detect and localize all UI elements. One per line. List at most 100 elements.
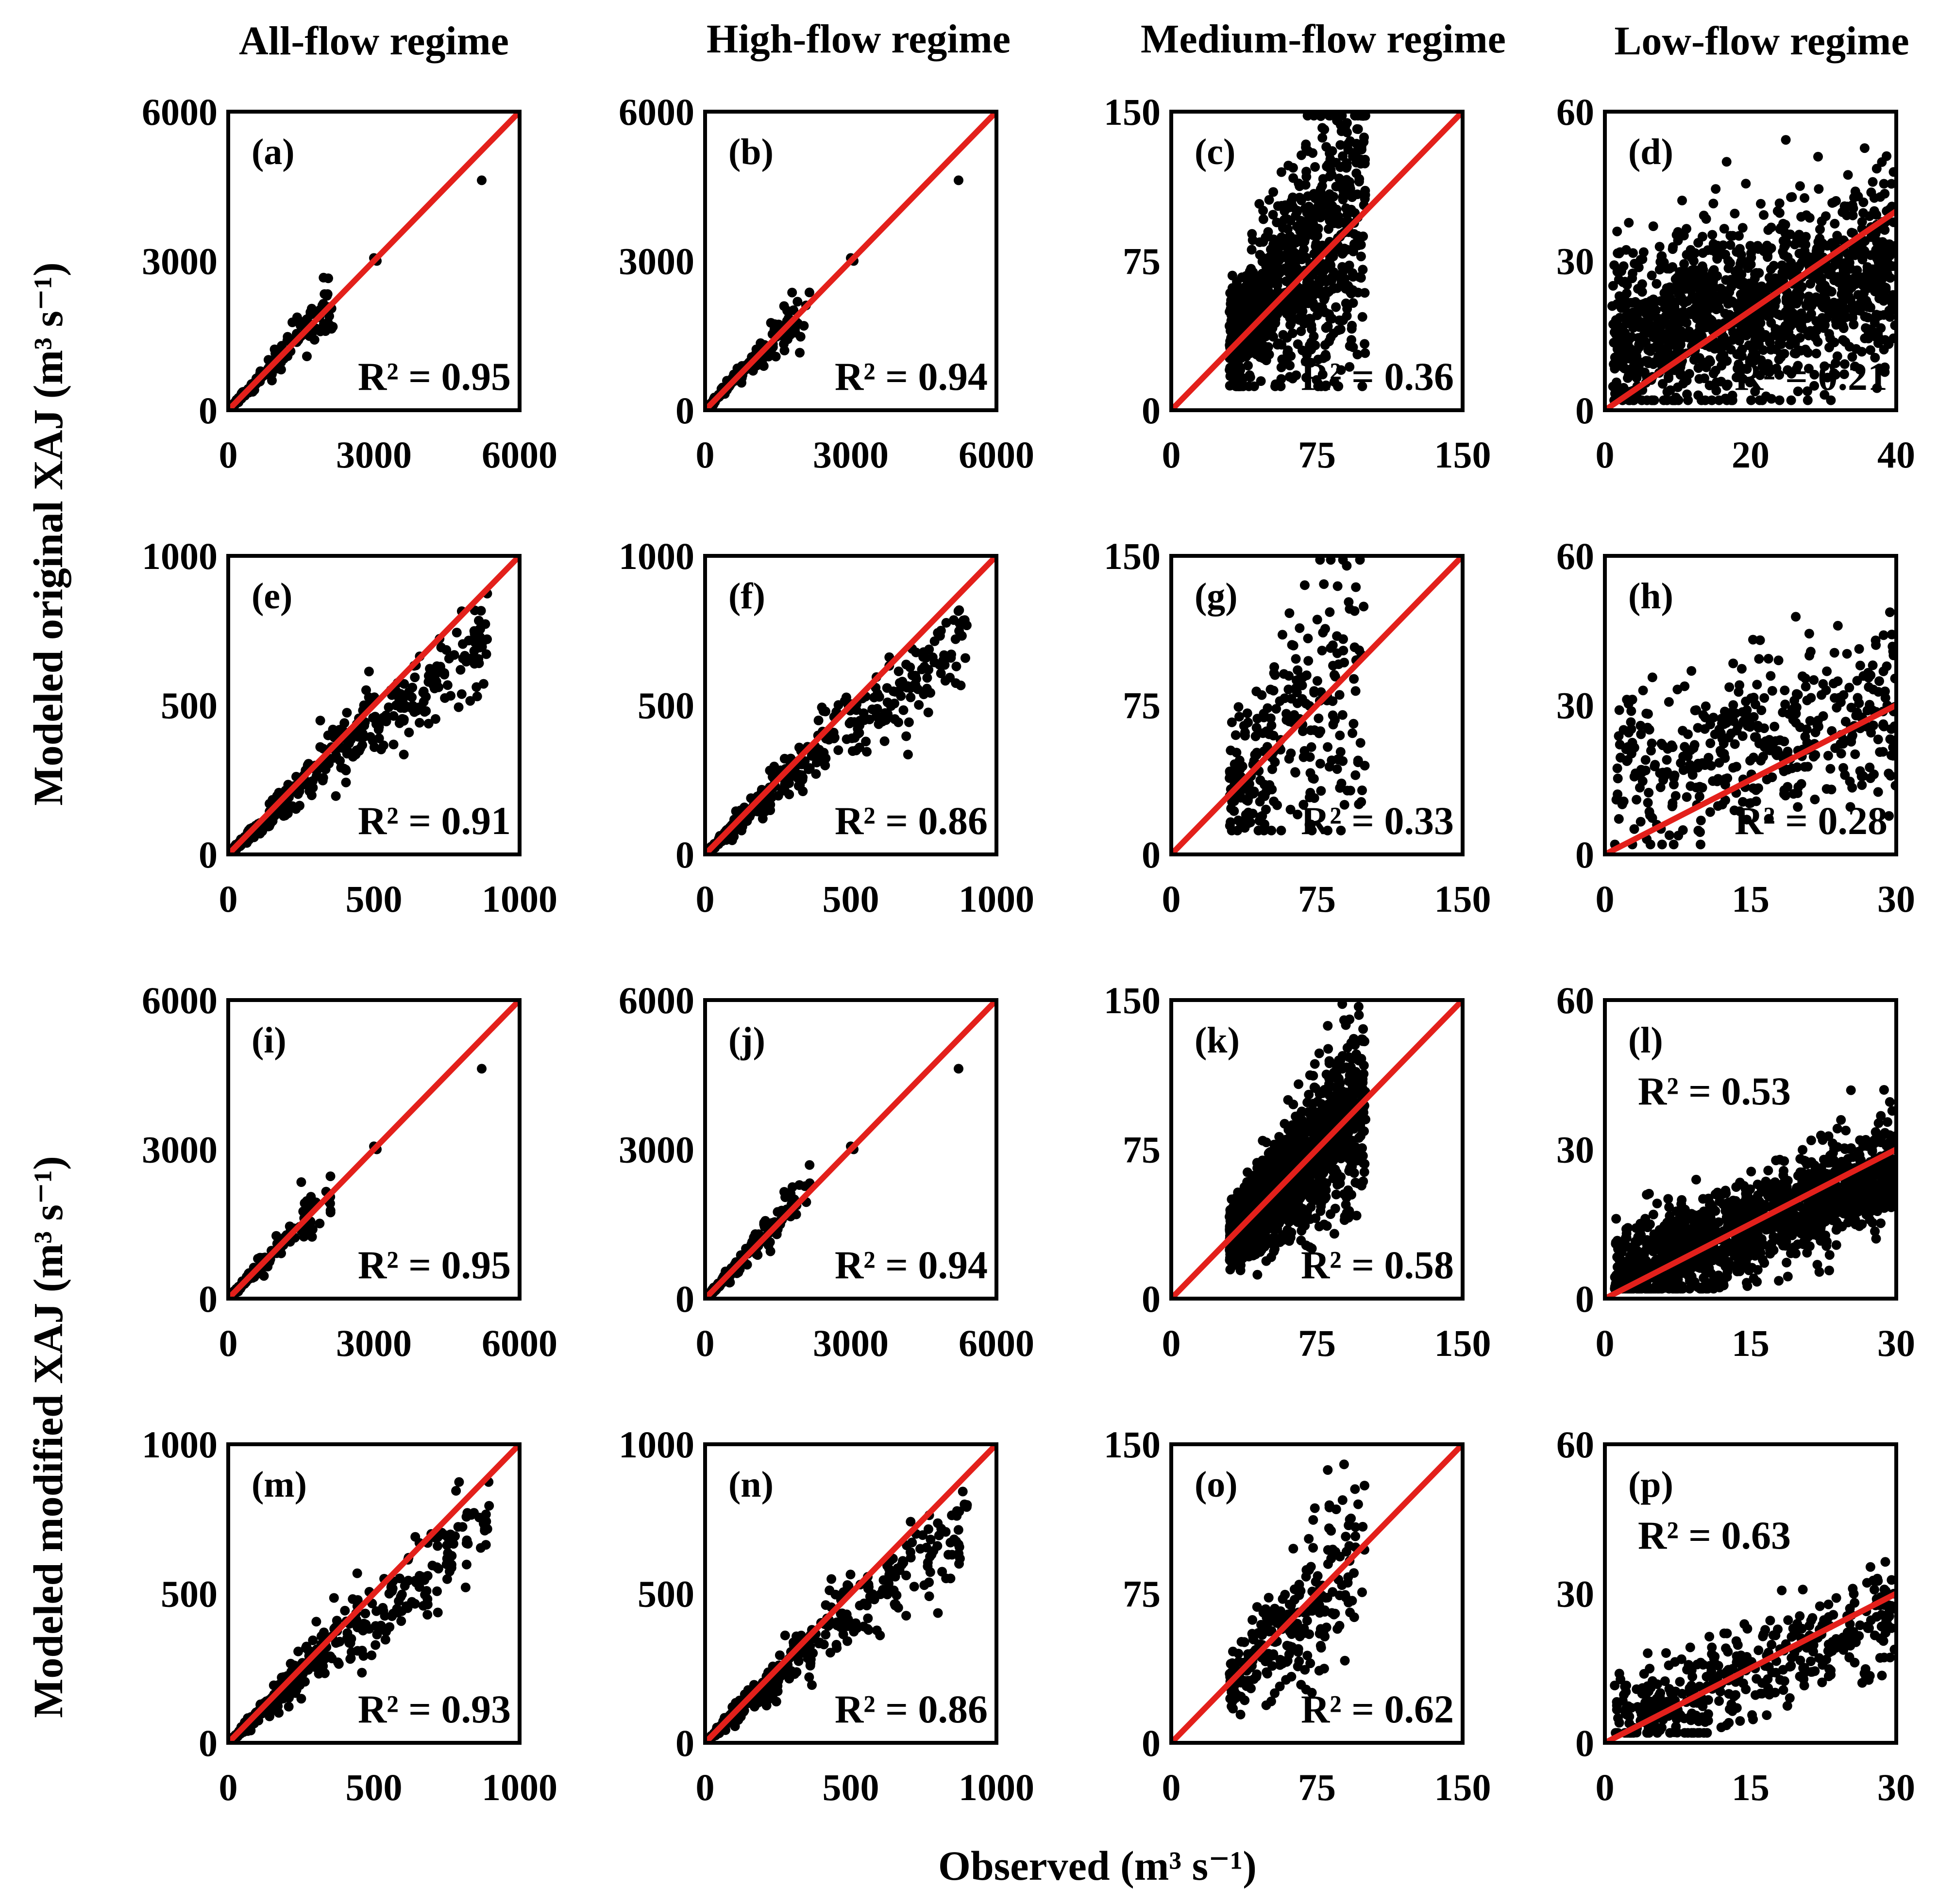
scatter-point <box>1337 710 1348 720</box>
scatter-point <box>1670 791 1681 801</box>
scatter-point <box>1853 191 1863 201</box>
y-tick-label: 0 <box>675 834 694 876</box>
scatter-point <box>1766 345 1776 355</box>
scatter-point <box>477 175 487 185</box>
scatter-point <box>1685 245 1696 255</box>
scatter-point <box>1723 717 1734 727</box>
x-tick-label: 500 <box>823 878 879 920</box>
scatter-point <box>1336 120 1346 130</box>
panel-letter: (c) <box>1195 132 1235 172</box>
scatter-point <box>1350 112 1360 121</box>
scatter-point <box>1652 279 1662 289</box>
scatter-point <box>1865 345 1875 355</box>
scatter-point <box>1668 242 1678 252</box>
scatter-point <box>1858 248 1869 258</box>
scatter-point <box>1342 785 1352 796</box>
scatter-point <box>1248 788 1259 799</box>
scatter-point <box>1876 265 1886 275</box>
scatter-point <box>1670 334 1680 344</box>
y-tick-label: 0 <box>1142 834 1161 876</box>
scatter-point <box>1325 607 1335 617</box>
scatter-point <box>1821 313 1832 323</box>
scatter-point <box>399 750 409 760</box>
scatter-point <box>1705 738 1716 748</box>
scatter-point <box>1290 767 1300 777</box>
scatter-point <box>1808 752 1819 762</box>
scatter-point <box>1356 273 1366 283</box>
scatter-point <box>1301 167 1312 177</box>
scatter-point <box>1642 395 1652 405</box>
scatter-point <box>1792 234 1802 244</box>
scatter-point <box>1884 811 1894 821</box>
scatter-point <box>1662 283 1672 293</box>
scatter-point <box>1324 112 1334 121</box>
scatter-point <box>1295 623 1305 633</box>
scatter-point <box>1800 193 1810 203</box>
panel-frame <box>1603 554 1898 856</box>
scatter-point <box>862 747 872 757</box>
scatter-point <box>1839 369 1849 379</box>
scatter-point <box>940 676 950 686</box>
plot-area <box>1605 135 1896 410</box>
scatter-point <box>1270 240 1280 251</box>
scatter-point <box>1312 310 1322 320</box>
scatter-point <box>1347 324 1357 334</box>
panel-letter: (g) <box>1195 576 1238 617</box>
scatter-point <box>1252 285 1262 296</box>
scatter-point <box>1878 666 1888 676</box>
panel-frame <box>1169 110 1465 412</box>
scatter-point <box>1682 389 1692 400</box>
scatter-point <box>365 732 375 742</box>
scatter-point <box>1349 606 1360 616</box>
scatter-point <box>1684 369 1694 379</box>
y-tick-label: 3000 <box>142 1129 218 1171</box>
scatter-point <box>271 1231 281 1241</box>
scatter-point <box>1751 700 1761 710</box>
scatter-point <box>1719 749 1729 759</box>
scatter-point <box>1240 823 1250 833</box>
scatter-point <box>1696 298 1706 308</box>
scatter-point <box>1741 696 1751 706</box>
scatter-point <box>1233 702 1244 712</box>
scatter-point <box>1704 380 1715 390</box>
scatter-point <box>1326 556 1336 565</box>
scatter-point <box>1360 348 1370 358</box>
scatter-point <box>394 718 404 728</box>
scatter-point <box>1284 608 1295 618</box>
scatter-point <box>1694 374 1704 384</box>
scatter-point <box>914 700 924 710</box>
x-tick-label: 6000 <box>482 1322 557 1364</box>
scatter-point <box>1850 361 1860 371</box>
scatter-point <box>1277 340 1287 350</box>
scatter-point <box>1703 287 1713 297</box>
scatter-point <box>1269 668 1279 678</box>
scatter-point <box>292 312 302 322</box>
scatter-point <box>1880 225 1890 235</box>
scatter-point <box>1335 747 1346 757</box>
scatter-point <box>1258 790 1268 801</box>
scatter-point <box>1624 370 1634 381</box>
scatter-point <box>1778 707 1788 718</box>
scatter-point <box>1759 723 1769 734</box>
scatter-point <box>1613 773 1623 784</box>
scatter-point <box>1315 289 1325 299</box>
scatter-point <box>954 1064 963 1074</box>
scatter-point <box>1873 329 1883 338</box>
scatter-point <box>1844 683 1854 693</box>
scatter-point <box>1263 227 1273 237</box>
y-tick-label: 6000 <box>142 91 218 133</box>
scatter-point <box>440 693 450 703</box>
panel-frame <box>226 554 522 856</box>
scatter-point <box>1650 761 1660 771</box>
scatter-point <box>1255 250 1265 260</box>
scatter-point <box>754 1229 764 1239</box>
scatter-point <box>1741 179 1751 189</box>
y-tick-label: 1000 <box>619 535 694 577</box>
scatter-point <box>1353 234 1363 244</box>
scatter-point <box>1296 326 1306 336</box>
scatter-point <box>874 692 884 702</box>
scatter-point <box>1830 218 1840 229</box>
scatter-point <box>1353 124 1363 134</box>
